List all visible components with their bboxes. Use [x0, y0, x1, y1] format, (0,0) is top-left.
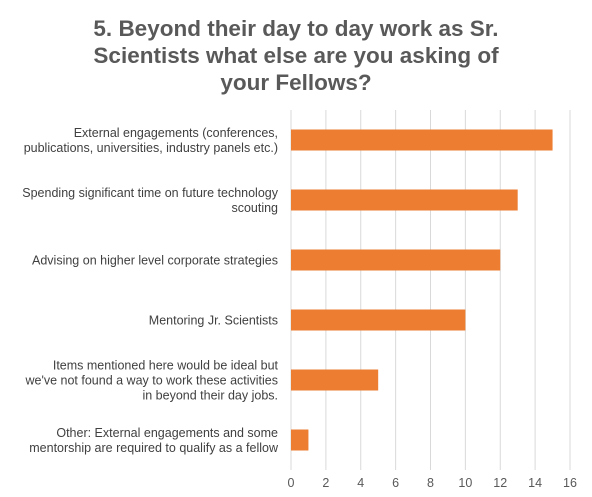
- bar: [291, 189, 518, 211]
- category-label: Spending significant time on future tech…: [22, 186, 278, 200]
- bars: [291, 129, 553, 451]
- category-label: Other: External engagements and some: [56, 426, 278, 440]
- category-label: publications, universities, industry pan…: [24, 141, 278, 155]
- x-axis-ticks: 0 2 4 6 8 10 12 14 16: [288, 476, 577, 490]
- chart-title-line: your Fellows?: [220, 70, 371, 95]
- category-label: in beyond their day jobs.: [142, 389, 278, 403]
- x-tick-label: 16: [563, 476, 577, 490]
- x-tick-label: 4: [357, 476, 364, 490]
- x-tick-label: 12: [493, 476, 507, 490]
- category-label: scouting: [231, 201, 278, 215]
- category-label: mentorship are required to qualify as a …: [29, 441, 279, 455]
- chart-title-line: 5. Beyond their day to day work as Sr.: [93, 16, 498, 41]
- bar: [291, 249, 501, 271]
- chart-title: 5. Beyond their day to day work as Sr.Sc…: [93, 16, 499, 95]
- category-label: we've not found a way to work these acti…: [24, 374, 278, 388]
- x-tick-label: 8: [427, 476, 434, 490]
- category-label: External engagements (conferences,: [74, 126, 278, 140]
- x-tick-label: 0: [288, 476, 295, 490]
- x-tick-label: 2: [322, 476, 329, 490]
- category-label: Items mentioned here would be ideal but: [53, 359, 279, 373]
- category-label: Mentoring Jr. Scientists: [149, 314, 278, 328]
- category-labels: External engagements (conferences,public…: [22, 126, 279, 455]
- gridlines: [290, 110, 571, 470]
- x-tick-label: 14: [528, 476, 542, 490]
- bar: [291, 309, 466, 331]
- bar: [291, 129, 553, 151]
- category-label: Advising on higher level corporate strat…: [32, 254, 278, 268]
- x-tick-label: 10: [458, 476, 472, 490]
- chart-title-line: Scientists what else are you asking of: [93, 43, 499, 68]
- bar: [291, 429, 309, 451]
- bar: [291, 369, 379, 391]
- x-tick-label: 6: [392, 476, 399, 490]
